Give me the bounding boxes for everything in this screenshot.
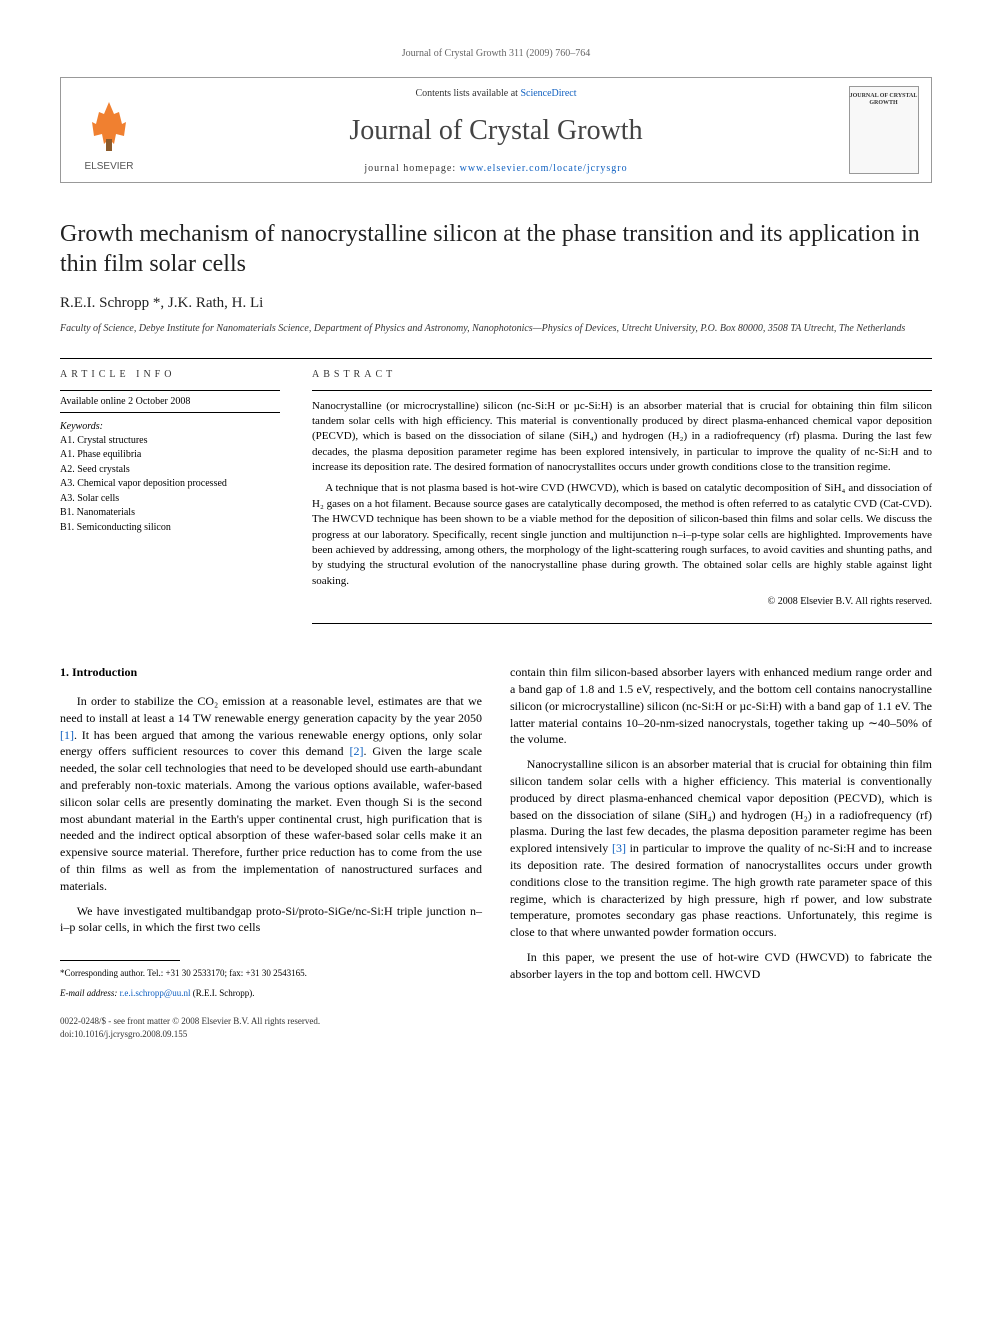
- corresponding-author-footnote: *Corresponding author. Tel.: +31 30 2533…: [60, 967, 482, 979]
- masthead-center: Contents lists available at ScienceDirec…: [156, 78, 836, 182]
- abstract-paragraph: Nanocrystalline (or microcrystalline) si…: [312, 399, 932, 476]
- body-paragraph: In order to stabilize the CO₂ emission a…: [60, 693, 482, 895]
- column-left: 1. Introduction In order to stabilize th…: [60, 664, 482, 1040]
- affiliation: Faculty of Science, Debye Institute for …: [60, 322, 932, 336]
- abstract-copyright: © 2008 Elsevier B.V. All rights reserved…: [312, 595, 932, 609]
- body-paragraph: In this paper, we present the use of hot…: [510, 949, 932, 983]
- footnote-rule: [60, 960, 180, 961]
- front-matter-line: 0022-0248/$ - see front matter © 2008 El…: [60, 1015, 482, 1027]
- doi-line: doi:10.1016/j.jcrysgro.2008.09.155: [60, 1028, 482, 1040]
- publisher-logo-cell: ELSEVIER: [61, 78, 156, 182]
- body-paragraph: contain thin film silicon-based absorber…: [510, 664, 932, 748]
- abstract-block: ABSTRACT Nanocrystalline (or microcrysta…: [312, 359, 932, 625]
- keyword-item: A1. Crystal structures: [60, 434, 280, 449]
- email-footnote: E-mail address: r.e.i.schropp@uu.nl (R.E…: [60, 987, 482, 999]
- article-info-head: ARTICLE INFO: [60, 369, 280, 380]
- authors-line: R.E.I. Schropp *, J.K. Rath, H. Li: [60, 295, 932, 312]
- journal-name: Journal of Crystal Growth: [156, 115, 836, 147]
- abstract-head: ABSTRACT: [312, 369, 932, 380]
- article-title: Growth mechanism of nanocrystalline sili…: [60, 219, 932, 279]
- journal-homepage-line: journal homepage: www.elsevier.com/locat…: [156, 163, 836, 174]
- body-columns: 1. Introduction In order to stabilize th…: [60, 664, 932, 1040]
- keyword-item: A2. Seed crystals: [60, 463, 280, 478]
- running-head: Journal of Crystal Growth 311 (2009) 760…: [60, 48, 932, 59]
- keyword-item: A1. Phase equilibria: [60, 448, 280, 463]
- citation-link[interactable]: [3]: [612, 841, 626, 855]
- journal-homepage-link[interactable]: www.elsevier.com/locate/jcrysgro: [460, 163, 628, 174]
- section-head-1: 1. Introduction: [60, 664, 482, 681]
- homepage-prefix: journal homepage:: [364, 163, 459, 174]
- cover-thumb-cell: JOURNAL OF CRYSTAL GROWTH: [836, 78, 931, 182]
- column-right: contain thin film silicon-based absorber…: [510, 664, 932, 1040]
- keyword-item: B1. Semiconducting silicon: [60, 521, 280, 536]
- masthead: ELSEVIER Contents lists available at Sci…: [60, 77, 932, 183]
- abstract-body: Nanocrystalline (or microcrystalline) si…: [312, 390, 932, 610]
- contents-prefix: Contents lists available at: [415, 88, 520, 99]
- keywords-head: Keywords:: [60, 421, 280, 432]
- svg-text:ELSEVIER: ELSEVIER: [84, 161, 133, 172]
- journal-cover-icon: JOURNAL OF CRYSTAL GROWTH: [849, 86, 919, 174]
- article-info-block: ARTICLE INFO Available online 2 October …: [60, 359, 280, 625]
- contents-available-line: Contents lists available at ScienceDirec…: [156, 88, 836, 99]
- citation-link[interactable]: [1]: [60, 728, 74, 742]
- body-paragraph: Nanocrystalline silicon is an absorber m…: [510, 756, 932, 941]
- footer-block: 0022-0248/$ - see front matter © 2008 El…: [60, 1015, 482, 1039]
- abstract-paragraph: A technique that is not plasma based is …: [312, 481, 932, 589]
- keyword-item: A3. Solar cells: [60, 492, 280, 507]
- keywords-list: A1. Crystal structures A1. Phase equilib…: [60, 434, 280, 536]
- keyword-item: A3. Chemical vapor deposition processed: [60, 477, 280, 492]
- citation-link[interactable]: [2]: [349, 744, 363, 758]
- sciencedirect-link[interactable]: ScienceDirect: [520, 88, 576, 99]
- elsevier-logo-icon: ELSEVIER: [74, 94, 144, 174]
- keyword-item: B1. Nanomaterials: [60, 506, 280, 521]
- author-email-link[interactable]: r.e.i.schropp@uu.nl: [120, 988, 191, 998]
- available-online: Available online 2 October 2008: [60, 390, 280, 413]
- body-paragraph: We have investigated multibandgap proto-…: [60, 903, 482, 937]
